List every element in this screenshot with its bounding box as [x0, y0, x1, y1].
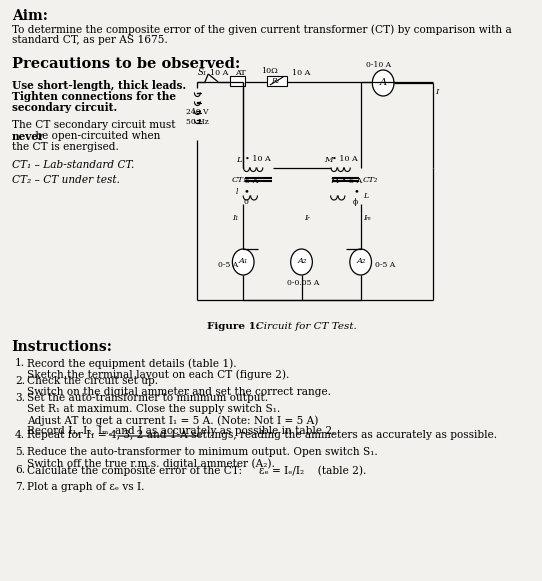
Text: Iᵣ: Iᵣ [304, 214, 310, 222]
Text: Reduce the auto-transformer to minimum output. Open switch S₁.: Reduce the auto-transformer to minimum o… [27, 447, 377, 457]
FancyBboxPatch shape [267, 76, 287, 86]
Text: L: L [236, 156, 242, 164]
Text: Set R₁ at maximum. Close the supply switch S₁.: Set R₁ at maximum. Close the supply swit… [27, 404, 280, 414]
Text: 10 A: 10 A [210, 69, 228, 77]
Text: 1.: 1. [15, 358, 25, 368]
Text: Circuit for CT Test.: Circuit for CT Test. [246, 322, 357, 331]
Text: CT₁: CT₁ [231, 176, 247, 184]
Text: AT: AT [235, 69, 246, 77]
FancyBboxPatch shape [230, 76, 245, 86]
Text: Repeat for I₁ = 4, 3, 2 and 1-A settings, reading the ammeters as accurately as : Repeat for I₁ = 4, 3, 2 and 1-A settings… [27, 430, 497, 440]
Text: 2.: 2. [15, 376, 25, 386]
Circle shape [233, 249, 254, 275]
Text: 50 Hz: 50 Hz [186, 118, 209, 126]
Text: Use short-length, thick leads.: Use short-length, thick leads. [12, 80, 186, 91]
Text: the CT is energised.: the CT is energised. [12, 142, 119, 152]
Text: I₁: I₁ [233, 214, 239, 222]
Text: be open-circuited when: be open-circuited when [31, 131, 160, 141]
Text: Check the circuit set up.: Check the circuit set up. [27, 376, 158, 386]
Text: Plot a graph of εₑ vs I.: Plot a graph of εₑ vs I. [27, 482, 144, 492]
Text: 0-5 A: 0-5 A [375, 261, 395, 269]
Text: Figure 1:: Figure 1: [207, 322, 259, 331]
Text: The CT secondary circuit must: The CT secondary circuit must [12, 120, 175, 130]
Text: A₂: A₂ [357, 257, 366, 265]
Text: Record the equipment details (table 1).: Record the equipment details (table 1). [27, 358, 236, 368]
Circle shape [291, 249, 312, 275]
Text: 4.: 4. [15, 430, 25, 440]
Text: To determine the composite error of the given current transformer (CT) by compar: To determine the composite error of the … [12, 24, 512, 34]
Text: I: I [435, 88, 438, 96]
Text: M • 5 A: M • 5 A [331, 177, 362, 185]
Text: 0: 0 [243, 198, 248, 206]
Text: 0-10 A: 0-10 A [366, 61, 392, 69]
Circle shape [350, 249, 371, 275]
Text: A₂: A₂ [298, 257, 307, 265]
Text: • 10 A: • 10 A [245, 155, 270, 163]
Text: R₁: R₁ [270, 77, 279, 85]
Text: Iₘ: Iₘ [363, 214, 371, 222]
Text: Adjust AT to get a current I₁ = 5 A. (Note: Not I = 5 A): Adjust AT to get a current I₁ = 5 A. (No… [27, 415, 318, 425]
Text: Instructions:: Instructions: [12, 340, 113, 354]
Text: secondary circuit.: secondary circuit. [12, 102, 117, 113]
Text: 7.: 7. [15, 482, 25, 492]
Text: M: M [324, 156, 333, 164]
Text: Tighten connections for the: Tighten connections for the [12, 91, 176, 102]
Text: •: • [354, 187, 360, 196]
Text: 0-5 A: 0-5 A [218, 261, 238, 269]
Text: A₁: A₁ [239, 257, 248, 265]
Text: Aim:: Aim: [12, 9, 48, 23]
Text: Precautions to be observed:: Precautions to be observed: [12, 57, 240, 71]
Text: • 10 A: • 10 A [332, 155, 358, 163]
Text: ϕ: ϕ [353, 198, 358, 206]
Text: 0-0.05 A: 0-0.05 A [287, 279, 319, 287]
Text: CT₁ – Lab-standard CT.: CT₁ – Lab-standard CT. [12, 160, 134, 170]
Text: 10Ω: 10Ω [262, 67, 278, 75]
Text: 240 V: 240 V [186, 108, 208, 116]
Circle shape [372, 70, 394, 96]
Text: •: • [243, 187, 249, 196]
Text: 6.: 6. [15, 465, 25, 475]
Text: Record I₁, I₂, Iₘ, and I as accurately as possible in table 2.: Record I₁, I₂, Iₘ, and I as accurately a… [27, 426, 335, 436]
Text: 10 A: 10 A [292, 69, 310, 77]
Text: A: A [380, 78, 387, 87]
Text: 5.: 5. [15, 447, 25, 457]
Text: Switch off the true r.m.s. digital ammeter (A₂).: Switch off the true r.m.s. digital ammet… [27, 458, 275, 468]
Text: Calculate the composite error of the CT:     εₑ = Iₑ/I₂    (table 2).: Calculate the composite error of the CT:… [27, 465, 366, 476]
Text: l: l [236, 188, 238, 196]
Text: L: L [363, 192, 368, 200]
Text: Set the auto-transformer to minimum output.: Set the auto-transformer to minimum outp… [27, 393, 268, 403]
Text: Sketch the terminal layout on each CT (figure 2).: Sketch the terminal layout on each CT (f… [27, 369, 289, 379]
Text: standard CT, as per AS 1675.: standard CT, as per AS 1675. [12, 35, 167, 45]
Text: 3.: 3. [15, 393, 25, 403]
Text: CT₂: CT₂ [363, 176, 378, 184]
Text: Switch on the digital ammeter and set the correct range.: Switch on the digital ammeter and set th… [27, 387, 331, 397]
Text: 5 A: 5 A [245, 177, 258, 185]
Text: CT₂ – CT under test.: CT₂ – CT under test. [12, 175, 120, 185]
Text: never: never [12, 131, 44, 142]
Text: S₁: S₁ [198, 68, 208, 77]
